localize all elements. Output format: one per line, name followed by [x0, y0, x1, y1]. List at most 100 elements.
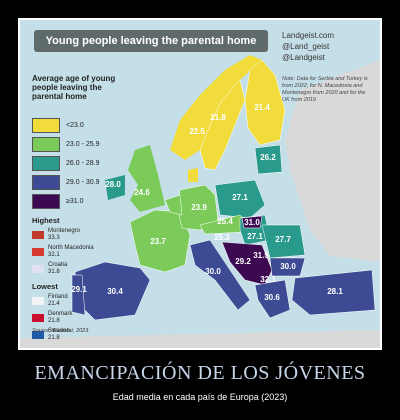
- region-value: 23.7: [150, 237, 166, 246]
- region-value: 29.1: [71, 285, 87, 294]
- flag: [32, 265, 44, 273]
- region-value: 21.8: [210, 113, 226, 122]
- entry-value: 32.1: [48, 252, 60, 258]
- map: 21.8 21.4 22.5 26.2 28.0 24.6 23.9 27.1 23.7 30.4…: [20, 20, 380, 348]
- africa: [20, 330, 380, 348]
- links: Landgeist.com @Land_geist @Landgeist: [282, 30, 334, 63]
- romania: [261, 224, 306, 259]
- entry-name: Montenegro: [48, 228, 81, 234]
- entry-name: Croatia: [48, 262, 68, 268]
- link: @Land_geist: [282, 42, 330, 51]
- legend-swatch: [32, 137, 60, 152]
- entry: Croatia 31.8: [32, 262, 94, 276]
- source: Source: Eurostat, 2023: [32, 328, 89, 334]
- entry-text: Denmark 21.8: [48, 311, 72, 325]
- highest-lowest: Highest Montenegro 33.3 North Macedonia 32.1…: [32, 210, 94, 342]
- legend-label: <23.0: [66, 122, 84, 129]
- legend: <23.0 23.0 - 25.9 26.0 - 28.9 29.0 - 30.9 ≥3…: [32, 116, 99, 211]
- link: Landgeist.com: [282, 31, 335, 40]
- region-value: 30.0: [205, 267, 221, 276]
- italy: [189, 239, 251, 311]
- region-value: 28.0: [105, 180, 121, 189]
- entry-text: Finland 21.4: [48, 294, 68, 308]
- region-value: 28.1: [327, 287, 343, 296]
- section-title: Lowest: [32, 282, 58, 291]
- legend-label: 29.0 - 30.9: [66, 179, 100, 186]
- legend-title: Average age of young people leaving the …: [32, 74, 116, 101]
- ireland: [105, 175, 125, 200]
- legend-swatch: [32, 175, 60, 190]
- entry: North Macedonia 32.1: [32, 245, 94, 259]
- region-value: 31.0: [244, 218, 260, 227]
- denmark: [188, 168, 198, 182]
- legend-item: 23.0 - 25.9: [32, 135, 99, 154]
- entry-text: Sweden 21.8: [48, 328, 70, 342]
- entry-name: Finland: [48, 294, 68, 300]
- region-value: 30.0: [280, 262, 296, 271]
- note: Note: Data for Serbia and Turkey is from…: [282, 76, 368, 103]
- link: @Landgeist: [282, 53, 325, 62]
- non-data-land: [285, 60, 380, 262]
- region-value: 23.9: [191, 203, 207, 212]
- title-banner: Young people leaving the parental home: [34, 30, 268, 52]
- section-title: Highest: [32, 216, 60, 225]
- france: [129, 209, 191, 273]
- legend-item: 26.0 - 28.9: [32, 154, 99, 173]
- region-value: 30.6: [264, 293, 280, 302]
- portugal: [71, 274, 86, 316]
- region-value: 29.2: [235, 257, 251, 266]
- bulgaria: [269, 257, 306, 277]
- entry-text: Croatia 31.8: [48, 262, 67, 276]
- entry-text: North Macedonia 32.1: [48, 245, 94, 259]
- region-value: 26.2: [260, 153, 276, 162]
- region-value: 27.1: [232, 193, 248, 202]
- map-picture: 21.8 21.4 22.5 26.2 28.0 24.6 23.9 27.1 23.7 30.4…: [18, 18, 382, 350]
- entry-name: Denmark: [48, 311, 73, 317]
- entry-value: 21.4: [48, 301, 60, 307]
- entry: Sweden 21.8: [32, 328, 94, 342]
- entry-value: 31.8: [48, 269, 60, 275]
- entry: Finland 21.4: [32, 294, 94, 308]
- region-value: 30.4: [107, 287, 123, 296]
- turkey: [291, 269, 376, 316]
- caption-title: EMANCIPACIÓN DE LOS JÓVENES: [34, 362, 366, 384]
- legend-label: 23.0 - 25.9: [66, 141, 100, 148]
- legend-label: 26.0 - 28.9: [66, 160, 100, 167]
- region-value: 25.3: [214, 233, 230, 242]
- entry-value: 33.3: [48, 235, 60, 241]
- entry: Montenegro 33.3: [32, 228, 94, 242]
- legend-swatch: [32, 118, 60, 133]
- entry-name: Sweden: [48, 328, 70, 334]
- benelux: [164, 194, 183, 216]
- region-value: 32.1: [260, 275, 276, 284]
- sweden: [199, 79, 246, 171]
- legend-swatch: [32, 194, 60, 209]
- region-value: 25.4: [217, 217, 233, 226]
- flag: [32, 248, 44, 256]
- region-value: 27.7: [275, 235, 291, 244]
- entry-name: North Macedonia: [48, 245, 94, 251]
- region-value: 21.4: [254, 103, 270, 112]
- legend-label: ≥31.0: [66, 198, 84, 205]
- flag: [32, 331, 44, 339]
- flag: [32, 314, 44, 322]
- region-value: 31.5: [253, 251, 269, 260]
- uk: [128, 145, 165, 212]
- region-value: 24.6: [134, 188, 150, 197]
- region-value: 27.1: [247, 232, 263, 241]
- finland: [244, 59, 286, 146]
- greece: [254, 279, 291, 319]
- legend-item: 29.0 - 30.9: [32, 173, 99, 192]
- entry-value: 21.8: [48, 335, 60, 341]
- flag: [32, 297, 44, 305]
- legend-item: ≥31.0: [32, 192, 99, 211]
- entry-value: 21.8: [48, 318, 60, 324]
- caption-subtitle: Edad media en cada país de Europa (2023): [112, 392, 288, 402]
- baltics: [254, 144, 283, 175]
- norway: [170, 55, 262, 160]
- flag: [32, 231, 44, 239]
- entry: Denmark 21.8: [32, 311, 94, 325]
- legend-item: <23.0: [32, 116, 99, 135]
- poland: [214, 179, 266, 219]
